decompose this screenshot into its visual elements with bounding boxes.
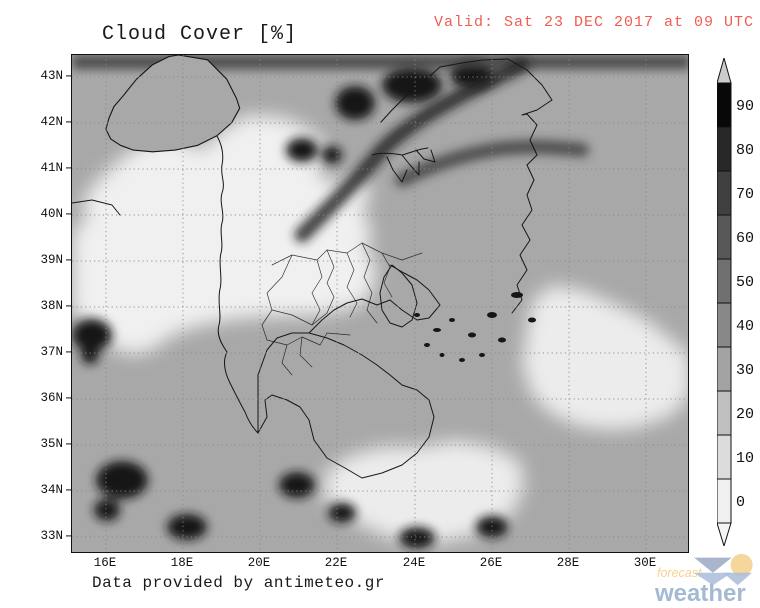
svg-text:20: 20 [736, 406, 754, 423]
svg-text:0: 0 [736, 494, 745, 511]
svg-text:60: 60 [736, 230, 754, 247]
svg-text:80: 80 [736, 142, 754, 159]
svg-text:50: 50 [736, 274, 754, 291]
svg-text:70: 70 [736, 186, 754, 203]
svg-text:10: 10 [736, 450, 754, 467]
svg-text:40: 40 [736, 318, 754, 335]
svg-text:weather: weather [654, 580, 746, 607]
svg-text:30: 30 [736, 362, 754, 379]
svg-text:90: 90 [736, 98, 754, 115]
